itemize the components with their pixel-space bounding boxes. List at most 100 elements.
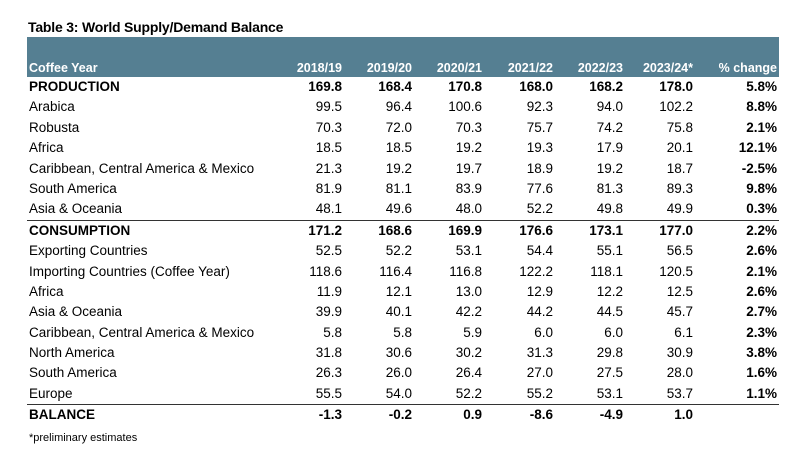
row-value: 27.0 <box>526 365 553 381</box>
row-value: 19.3 <box>526 140 553 156</box>
row-label: Exporting Countries <box>29 243 148 259</box>
table-row: Importing Countries (Coffee Year) 118.6 11… <box>27 262 779 282</box>
row-pct-change: 8.8% <box>746 99 777 115</box>
row-value: 1.0 <box>674 407 693 423</box>
row-value: 49.6 <box>385 201 412 217</box>
table-body: PRODUCTION 169.8 168.4 170.8 168.0 168.2 178.0… <box>27 77 779 426</box>
row-value: 53.7 <box>666 385 693 401</box>
row-value: 171.2 <box>308 222 342 238</box>
row-value: 116.8 <box>449 263 482 279</box>
row-label: Caribbean, Central America & Mexico <box>29 160 255 176</box>
row-label: South America <box>29 365 117 381</box>
row-label: PRODUCTION <box>29 79 120 94</box>
header-year: 2023/24* <box>642 61 693 75</box>
row-pct-change: 12.1% <box>738 140 777 156</box>
row-value: 52.2 <box>526 201 553 217</box>
row-value: 52.5 <box>315 243 342 259</box>
row-value: 17.9 <box>596 140 623 156</box>
row-value: -1.3 <box>318 407 342 423</box>
row-value: 18.9 <box>526 160 553 176</box>
row-value: 55.2 <box>526 385 553 401</box>
row-value: 170.8 <box>448 79 482 94</box>
row-label: BALANCE <box>29 407 95 423</box>
row-value: 168.6 <box>378 222 412 238</box>
row-value: 116.4 <box>379 263 412 279</box>
row-value: 18.7 <box>666 160 693 176</box>
row-value: 26.4 <box>455 365 482 381</box>
row-pct-change: 2.1% <box>746 263 777 279</box>
supply-demand-table: Coffee Year 2018/19 2019/20 2020/21 2021… <box>27 37 779 426</box>
row-value: 26.0 <box>385 365 412 381</box>
row-label: Arabica <box>29 99 75 115</box>
row-value: 5.9 <box>463 324 482 340</box>
row-value: 169.9 <box>448 222 482 238</box>
row-value: 55.1 <box>596 243 623 259</box>
row-pct-change: 5.8% <box>746 79 777 94</box>
header-year: 2020/21 <box>436 61 482 75</box>
row-pct-change: 1.6% <box>746 365 777 381</box>
row-value: 120.5 <box>659 263 693 279</box>
row-value: 70.3 <box>455 119 482 135</box>
row-value: 11.9 <box>316 283 342 299</box>
row-value: 44.5 <box>596 304 623 320</box>
row-value: -4.9 <box>599 407 623 423</box>
row-value: 30.6 <box>385 345 412 361</box>
row-value: 42.2 <box>455 304 482 320</box>
table-row: South America 26.3 26.0 26.4 27.0 27.5 28.0 1.6… <box>27 363 779 383</box>
row-pct-change: 2.6% <box>746 283 777 299</box>
row-value: 83.9 <box>455 180 482 196</box>
row-value: 99.5 <box>315 99 342 115</box>
row-value: 29.8 <box>596 345 623 361</box>
header-pct-change: % change <box>718 61 777 75</box>
row-pct-change: 3.8% <box>746 345 777 361</box>
table-row: Exporting Countries 52.5 52.2 53.1 54.4 55.1 5… <box>27 241 779 261</box>
row-value: 53.1 <box>455 243 482 259</box>
table-row: Caribbean, Central America & Mexico 21.3 1… <box>27 159 779 179</box>
row-value: 12.5 <box>666 283 693 299</box>
row-value: 168.2 <box>589 79 623 94</box>
row-pct-change: 1.1% <box>746 385 777 401</box>
row-value: 20.1 <box>666 140 693 156</box>
row-value: 30.2 <box>455 345 482 361</box>
row-value: 31.3 <box>526 345 553 361</box>
row-value: 5.8 <box>323 324 342 340</box>
row-label: North America <box>29 345 115 361</box>
table-row: Asia & Oceania 39.9 40.1 42.2 44.2 44.5 45.7 2.… <box>27 302 779 322</box>
row-value: 28.0 <box>666 365 693 381</box>
row-value: 18.5 <box>385 140 412 156</box>
row-label: South America <box>29 180 117 196</box>
row-value: 77.6 <box>526 180 553 196</box>
row-pct-change: 2.6% <box>746 243 777 259</box>
row-value: 177.0 <box>659 222 693 238</box>
row-value: 19.2 <box>596 160 623 176</box>
row-value: 81.3 <box>596 180 623 196</box>
row-value: 173.1 <box>589 222 623 238</box>
row-label: Africa <box>29 140 64 156</box>
row-value: 178.0 <box>659 79 693 94</box>
header-year: 2021/22 <box>507 61 553 75</box>
row-pct-change: 2.2% <box>746 222 777 238</box>
row-value: 48.0 <box>455 201 482 217</box>
row-value: 168.0 <box>519 79 553 94</box>
table-row: North America 31.8 30.6 30.2 31.3 29.8 30.9 3.8… <box>27 343 779 363</box>
row-value: 12.2 <box>596 283 623 299</box>
row-pct-change: 0.3% <box>746 201 777 217</box>
row-value: 74.2 <box>596 119 623 135</box>
row-value: 89.3 <box>666 180 693 196</box>
table-row: Africa 11.9 12.1 13.0 12.9 12.2 12.5 2.6% <box>27 282 779 302</box>
row-value: 12.9 <box>526 283 553 299</box>
header-year: 2022/23 <box>577 61 623 75</box>
row-value: 49.9 <box>666 201 693 217</box>
row-value: 6.0 <box>604 324 623 340</box>
row-label: Importing Countries (Coffee Year) <box>29 263 230 279</box>
row-value: 45.7 <box>666 304 693 320</box>
row-value: 118.1 <box>590 263 623 279</box>
row-value: 122.2 <box>519 263 553 279</box>
row-value: 40.1 <box>385 304 412 320</box>
row-value: 118.6 <box>309 263 342 279</box>
row-label: CONSUMPTION <box>29 222 131 238</box>
table-row: Africa 18.5 18.5 19.2 19.3 17.9 20.1 12.1% <box>27 138 779 158</box>
row-value: 19.2 <box>455 140 482 156</box>
row-pct-change: 2.3% <box>746 324 777 340</box>
row-value: 100.6 <box>448 99 482 115</box>
